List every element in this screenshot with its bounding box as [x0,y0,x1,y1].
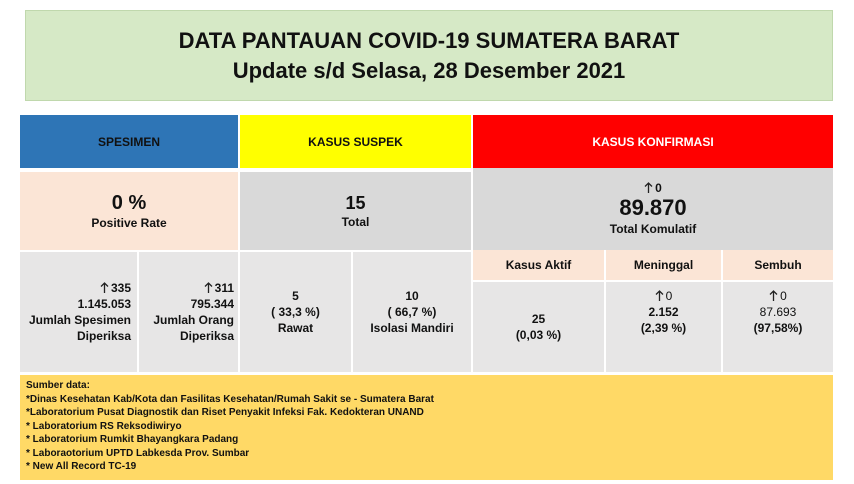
text: 0 [665,289,673,303]
meninggal: 0 2.152 (2,39 %) [606,282,721,372]
header: DATA PANTAUAN COVID-19 SUMATERA BARAT Up… [25,10,833,101]
text: Meninggal [633,258,694,272]
text: KASUS SUSPEK [308,134,403,149]
label: Rawat [277,321,314,335]
sembuh-label: Sembuh [723,250,833,280]
change: 0 [655,288,673,304]
change: 335 [100,280,131,296]
sembuh: 0 87.693 (97,58%) [723,282,833,372]
value: 25 [531,312,546,326]
jumlah-spesimen: 335 1.145.053 Jumlah Spesimen Diperiksa [20,252,137,372]
label: Isolasi Mandiri [370,321,454,335]
value: 5 [292,289,299,303]
text: KASUS KONFIRMASI [592,134,714,149]
sources-list: *Dinas Kesehatan Kab/Kota dan Fasilitas … [26,393,827,474]
spesimen-heading: SPESIMEN [20,115,238,168]
arrow-up [204,282,213,293]
label: Jumlah Spesimen Diperiksa [28,313,131,343]
value: 89.870 [619,195,687,220]
change: 0 [644,181,662,195]
source-item: * Laboratorium RS Reksodiwiryo [26,420,182,432]
sources: Sumber data: *Dinas Kesehatan Kab/Kota d… [20,375,833,480]
arrow-up [644,182,653,193]
text: 0 [780,289,787,303]
jumlah-orang: 311 795.344 Jumlah Orang Diperiksa [139,252,238,372]
change: 0 [769,288,787,304]
sources-heading: Sumber data: [26,380,90,391]
arrow-up [655,290,664,301]
arrow-up [769,290,778,301]
text: Kasus Aktif [505,258,572,272]
change: 311 [204,280,234,296]
title: DATA PANTAUAN COVID-19 SUMATERA BARAT [178,27,680,53]
aktif-label: Kasus Aktif [473,250,604,280]
label: Jumlah Orang Diperiksa [153,313,234,343]
percent: ( 66,7 %) [387,305,437,319]
subtitle: Update s/d Selasa, 28 Desember 2021 [232,57,626,83]
percent: ( 33,3 %) [271,305,320,319]
text: SPESIMEN [97,134,160,149]
text: Sembuh [754,258,802,272]
konfirmasi-heading: KASUS KONFIRMASI [473,115,833,168]
isolasi: 10 ( 66,7 %) Isolasi Mandiri [353,252,471,372]
rawat: 5 ( 33,3 %) Rawat [240,252,351,372]
label: Positive Rate [91,215,167,230]
suspek-heading: KASUS SUSPEK [240,115,471,168]
aktif: 25 (0,03 %) [473,282,604,372]
value: 10 [405,289,419,303]
value: 87.693 [759,305,797,319]
meninggal-label: Meninggal [606,250,721,280]
arrow-up [100,282,109,293]
value: 15 [345,192,366,213]
text: 335 [110,281,131,295]
value: 0 % [111,191,147,214]
source-item: * New All Record TC-19 [26,461,137,472]
label: Total Komulatif [609,222,697,236]
label: Total [341,214,370,229]
value: 795.344 [190,297,234,311]
suspek-total: 15 Total [240,172,471,250]
positive-rate: 0 % Positive Rate [20,172,238,250]
value: 2.152 [648,305,679,319]
percent: (97,58%) [753,321,803,335]
konfirmasi-total: 0 89.870 Total Komulatif [473,168,833,250]
percent: (2,39 %) [640,321,687,335]
text: 0 [655,181,662,195]
source-item: * Laboratorium Rumkit Bhayangkara Padang [26,434,239,445]
text: 311 [214,281,234,295]
percent: (0,03 %) [515,328,562,342]
source-item: * Laboraotorium UPTD Labkesda Prov. Sumb… [26,447,250,459]
source-item: *Laboratorium Pusat Diagnostik dan Riset… [26,407,424,418]
source-item: *Dinas Kesehatan Kab/Kota dan Fasilitas … [26,393,434,405]
value: 1.145.053 [77,297,131,311]
